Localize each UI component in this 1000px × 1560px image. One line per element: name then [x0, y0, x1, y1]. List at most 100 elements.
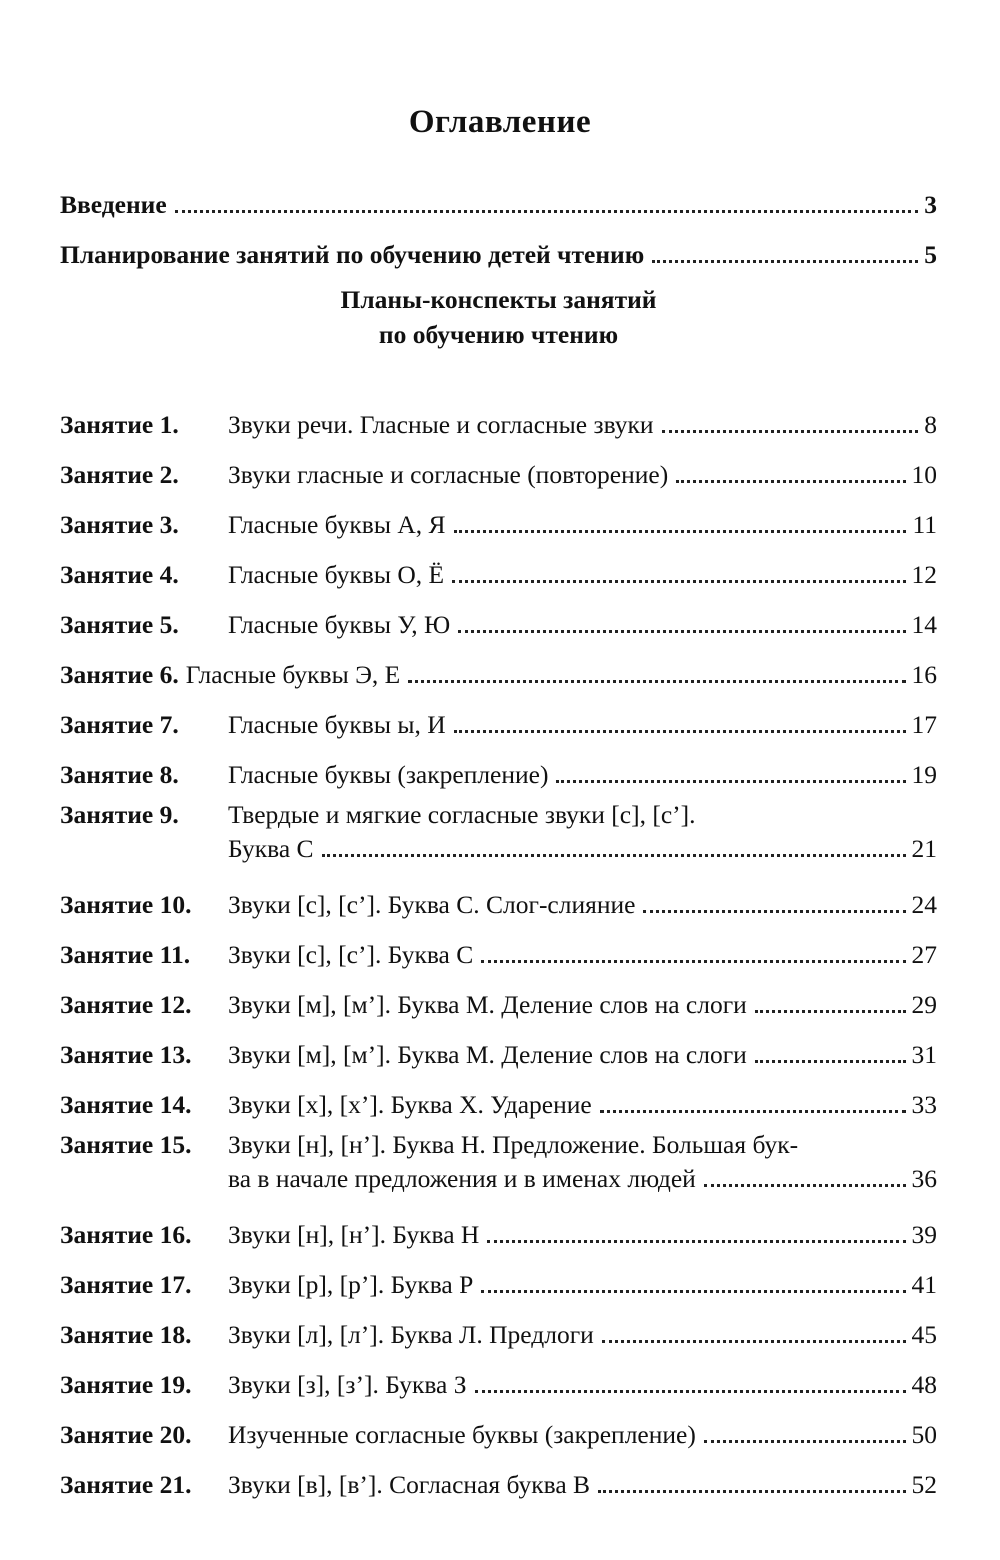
dot-leader	[643, 910, 906, 913]
entry-body: Звуки [х], [х’]. Буква Х. Ударение 33	[228, 1090, 937, 1120]
dot-leader	[676, 480, 906, 483]
toc-entry[interactable]: Занятие 12. Звуки [м], [м’]. Буква М. Дел…	[60, 970, 937, 1020]
dot-leader	[481, 1290, 906, 1293]
entry-title-line: Гласные буквы Э, Е	[185, 660, 401, 689]
entry-last-line: Звуки [х], [х’]. Буква Х. Ударение 33	[228, 1090, 937, 1120]
entry-label: Занятие 17.	[60, 1270, 192, 1299]
entry-label: Занятие 12.	[60, 990, 192, 1019]
entry-title-line: Звуки [м], [м’]. Буква М. Деление слов н…	[228, 1040, 747, 1069]
entry-title-line: Звуки [с], [с’]. Буква С. Слог-слияние	[228, 890, 636, 919]
entry-title-line: Звуки [л], [л’]. Буква Л. Предлоги	[228, 1320, 594, 1349]
entry-label: Занятие 14.	[60, 1090, 192, 1119]
entry-label: Занятие 10.	[60, 890, 192, 919]
entry-title-line: Планирование занятий по обучению детей ч…	[60, 240, 645, 269]
dot-leader	[661, 430, 919, 433]
toc-entry[interactable]: Занятие 4. Гласные буквы О, Ё 12	[60, 540, 937, 590]
entry-label: Занятие 8.	[60, 760, 179, 789]
entry-title-line: Гласные буквы ы, И	[228, 710, 446, 739]
toc-entry[interactable]: Занятие 3. Гласные буквы А, Я 11	[60, 490, 937, 540]
entry-title-line: Гласные буквы О, Ё	[228, 560, 445, 589]
dot-leader	[754, 1060, 906, 1063]
page-number: 5	[924, 240, 937, 269]
dot-leader	[652, 260, 919, 263]
page-number: 39	[911, 1220, 938, 1249]
toc-entry[interactable]: Занятие 10. Звуки [с], [с’]. Буква С. Сло…	[60, 870, 937, 920]
toc-intro: Введение 3 Планирование занятий по обучени…	[60, 170, 937, 270]
entry-label: Занятие 2.	[60, 460, 179, 489]
toc-entry[interactable]: Занятие 9. Твердые и мягкие согласные зву…	[60, 800, 937, 864]
dot-leader	[408, 680, 906, 683]
toc-entry[interactable]: Занятие 15. Звуки [н], [н’]. Буква Н. Пре…	[60, 1130, 937, 1194]
entry-body: Звуки [м], [м’]. Буква М. Деление слов н…	[228, 990, 937, 1020]
entry-title-line: Звуки [х], [х’]. Буква Х. Ударение	[228, 1090, 592, 1119]
dot-leader	[458, 630, 906, 633]
toc-entry[interactable]: Занятие 7. Гласные буквы ы, И 17	[60, 690, 937, 740]
page-number: 16	[911, 660, 938, 689]
entry-body: Твердые и мягкие согласные звуки [с], [с…	[228, 800, 937, 864]
entry-last-line: Звуки [р], [р’]. Буква Р 41	[228, 1270, 937, 1300]
entry-last-line: Буква С 21	[228, 834, 937, 864]
page-number: 10	[911, 460, 938, 489]
toc-entry[interactable]: Занятие 21. Звуки [в], [в’]. Согласная бу…	[60, 1450, 937, 1500]
page-number: 36	[911, 1164, 938, 1193]
entry-label: Занятие 7.	[60, 710, 179, 739]
toc-entry[interactable]: Занятие 2. Звуки гласные и согласные (пов…	[60, 440, 937, 490]
entry-body: Звуки [н], [н’]. Буква Н 39	[228, 1220, 937, 1250]
page-number: 11	[912, 510, 937, 539]
entry-last-line: Звуки [м], [м’]. Буква М. Деление слов н…	[228, 990, 937, 1020]
dot-leader	[703, 1184, 906, 1187]
dot-leader	[703, 1440, 906, 1443]
toc-entry[interactable]: Занятие 20. Изученные согласные буквы (за…	[60, 1400, 937, 1450]
entry-label: Занятие 9.	[60, 800, 179, 829]
toc-entry[interactable]: Введение 3	[60, 170, 937, 220]
entry-last-line: Гласные буквы У, Ю 14	[228, 610, 937, 640]
dot-leader	[556, 780, 906, 783]
page-number: 19	[911, 760, 938, 789]
entry-label: Занятие 18.	[60, 1320, 192, 1349]
entry-title-line: Введение	[60, 190, 167, 219]
entry-body: Изученные согласные буквы (закрепление) 5…	[228, 1420, 937, 1450]
toc-entry[interactable]: Планирование занятий по обучению детей ч…	[60, 220, 937, 270]
entry-body: Звуки речи. Гласные и согласные звуки 8	[228, 410, 937, 440]
entry-title-line: Звуки [н], [н’]. Буква Н. Предложение. Б…	[228, 1130, 799, 1159]
dot-leader	[452, 580, 906, 583]
entry-title-line: Звуки гласные и согласные (повторение)	[228, 460, 669, 489]
toc-entry[interactable]: Занятие 11. Звуки [с], [с’]. Буква С 27	[60, 920, 937, 970]
toc-entry[interactable]: Занятие 16. Звуки [н], [н’]. Буква Н 39	[60, 1200, 937, 1250]
page-number: 45	[911, 1320, 938, 1349]
entry-last-line: Введение 3	[60, 190, 937, 220]
entry-body: Звуки [в], [в’]. Согласная буква В 52	[228, 1470, 937, 1500]
toc-entry[interactable]: Занятие 18. Звуки [л], [л’]. Буква Л. Пре…	[60, 1300, 937, 1350]
entry-label: Занятие 21.	[60, 1470, 192, 1499]
toc-entry[interactable]: Занятие 8. Гласные буквы (закрепление) 19	[60, 740, 937, 790]
toc-entry[interactable]: Занятие 19. Звуки [з], [з’]. Буква З 48	[60, 1350, 937, 1400]
page-number: 52	[911, 1470, 938, 1499]
entry-body: Гласные буквы ы, И 17	[228, 710, 937, 740]
toc-entry[interactable]: Занятие 1. Звуки речи. Гласные и согласны…	[60, 390, 937, 440]
entry-body: Звуки [м], [м’]. Буква М. Деление слов н…	[228, 1040, 937, 1070]
toc-entry[interactable]: Занятие 17. Звуки [р], [р’]. Буква Р 41	[60, 1250, 937, 1300]
entry-title-line: Звуки [з], [з’]. Буква З	[228, 1370, 467, 1399]
page-number: 21	[911, 834, 938, 863]
page-title: Оглавление	[408, 104, 592, 140]
toc-entry[interactable]: Занятие 5. Гласные буквы У, Ю 14	[60, 590, 937, 640]
entry-title-line: Звуки [н], [н’]. Буква Н	[228, 1220, 480, 1249]
dot-leader	[453, 730, 906, 733]
entry-title-line: Гласные буквы (закрепление)	[228, 760, 549, 789]
entry-label: Занятие 4.	[60, 560, 179, 589]
entry-title-line: Звуки [р], [р’]. Буква Р	[228, 1270, 474, 1299]
entry-body: Звуки [л], [л’]. Буква Л. Предлоги 45	[228, 1320, 937, 1350]
dot-leader	[754, 1010, 906, 1013]
toc-entry[interactable]: Занятие 13. Звуки [м], [м’]. Буква М. Дел…	[60, 1020, 937, 1070]
entry-last-line: Изученные согласные буквы (закрепление) 5…	[228, 1420, 937, 1450]
entry-body: Гласные буквы У, Ю 14	[228, 610, 937, 640]
toc-entry[interactable]: Занятие 6. Гласные буквы Э, Е 16	[60, 640, 937, 690]
entry-label: Занятие 3.	[60, 510, 179, 539]
page-number: 41	[911, 1270, 938, 1299]
toc-entry[interactable]: Занятие 14. Звуки [х], [х’]. Буква Х. Уда…	[60, 1070, 937, 1120]
entry-last-line: Гласные буквы А, Я 11	[228, 510, 937, 540]
toc-entries: Занятие 1. Звуки речи. Гласные и согласны…	[60, 390, 937, 1500]
entry-body: Гласные буквы (закрепление) 19	[228, 760, 937, 790]
entry-label: Занятие 11.	[60, 940, 191, 969]
entry-label: Занятие 1.	[60, 410, 179, 439]
